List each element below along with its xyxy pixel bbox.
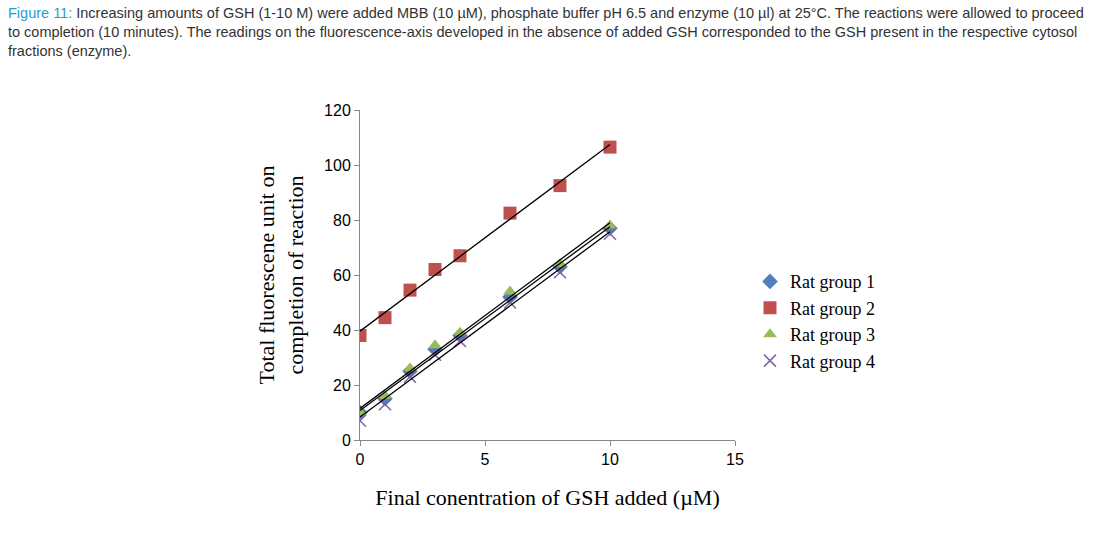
svg-text:60: 60 [333,267,351,284]
svg-text:Rat group 4: Rat group 4 [790,352,875,372]
html-text:Figure 11: Increasing amounts: Figure 11: Increasing amounts of GSH (1-… [8,5,1084,59]
svg-text:120: 120 [324,102,351,119]
svg-text:20: 20 [333,377,351,394]
svg-text:Rat group 1: Rat group 1 [790,272,875,292]
svg-text:5: 5 [481,451,490,468]
svg-text:15: 15 [726,451,744,468]
svg-text:100: 100 [324,157,351,174]
svg-text:80: 80 [333,212,351,229]
svg-text:0: 0 [342,432,351,449]
svg-text:10: 10 [601,451,619,468]
svg-text:40: 40 [333,322,351,339]
svg-text:Rat group 3: Rat group 3 [790,325,875,345]
svg-text:Rat group 2: Rat group 2 [790,299,875,319]
svg-text:Final conentration of GSH adde: Final conentration of GSH added (µM) [375,485,719,510]
svg-text:Total fluorescene unit oncompl: Total fluorescene unit oncompletion of r… [254,165,308,384]
svg-text:0: 0 [356,451,365,468]
